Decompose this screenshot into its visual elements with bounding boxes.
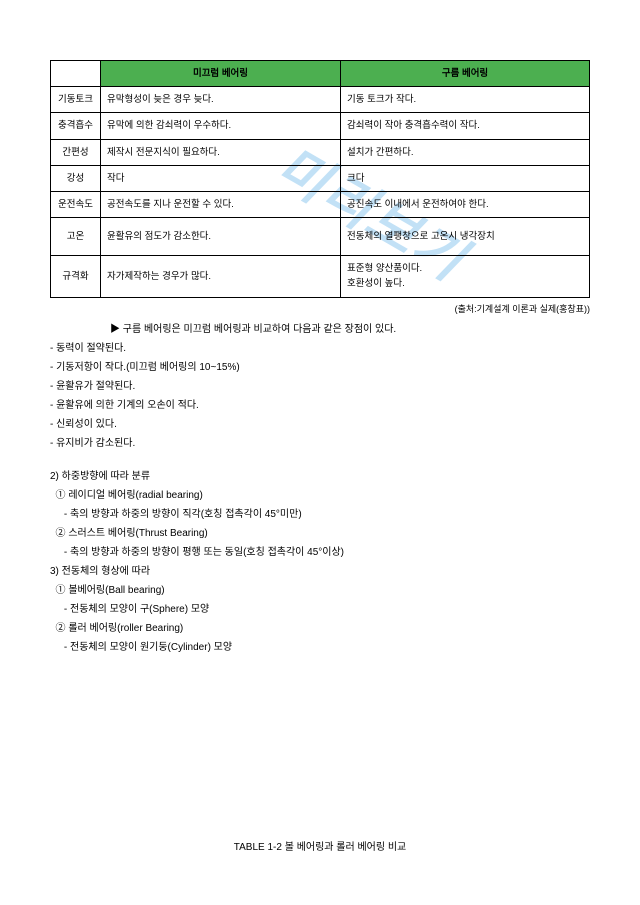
cell: 자가제작하는 경우가 많다. (101, 256, 341, 297)
section-line: ② 스러스트 베어링(Thrust Bearing) (50, 524, 590, 543)
section-line: ② 롤러 베어링(roller Bearing) (50, 619, 590, 638)
header-col-2: 구름 베어링 (341, 61, 590, 87)
body-text: ▶ 구름 베어링은 미끄럼 베어링과 비교하여 다음과 같은 장점이 있다. -… (50, 320, 590, 657)
row-label: 운전속도 (51, 191, 101, 217)
cell: 제작시 전문지식이 필요하다. (101, 139, 341, 165)
table-row: 강성 작다 크다 (51, 165, 590, 191)
cell: 공전속도를 지나 운전할 수 있다. (101, 191, 341, 217)
row-label: 간편성 (51, 139, 101, 165)
footer-caption: TABLE 1-2 볼 베어링과 롤러 베어링 비교 (0, 838, 640, 853)
row-label: 고온 (51, 218, 101, 256)
section-line: - 축의 방향과 하중의 방향이 직각(호칭 접촉각이 45°미만) (50, 505, 590, 524)
bullet-item: - 기동저항이 작다.(미끄럼 베어링의 10~15%) (50, 358, 590, 377)
table-row: 간편성 제작시 전문지식이 필요하다. 설치가 간편하다. (51, 139, 590, 165)
cell: 표준형 양산품이다. 호환성이 높다. (341, 256, 590, 297)
cell: 윤활유의 점도가 감소한다. (101, 218, 341, 256)
row-label: 강성 (51, 165, 101, 191)
cell: 감쇠력이 작아 충격흡수력이 작다. (341, 113, 590, 139)
section-line: - 전동체의 모양이 원기둥(Cylinder) 모양 (50, 638, 590, 657)
cell: 크다 (341, 165, 590, 191)
header-col-1: 미끄럼 베어링 (101, 61, 341, 87)
cell: 전동체의 열팽창으로 고온시 냉각장치 (341, 218, 590, 256)
section-line: ① 레이디얼 베어링(radial bearing) (50, 486, 590, 505)
table-header-row: 미끄럼 베어링 구름 베어링 (51, 61, 590, 87)
table-row: 고온 윤활유의 점도가 감소한다. 전동체의 열팽창으로 고온시 냉각장치 (51, 218, 590, 256)
cell: 작다 (101, 165, 341, 191)
section-head: 3) 전동체의 형상에 따라 (50, 562, 590, 581)
table-row: 기동토크 유막형성이 늦은 경우 늦다. 기동 토크가 작다. (51, 87, 590, 113)
cell: 기동 토크가 작다. (341, 87, 590, 113)
page-container: 미끄럼 베어링 구름 베어링 기동토크 유막형성이 늦은 경우 늦다. 기동 토… (0, 0, 640, 697)
bullet-item: - 신뢰성이 있다. (50, 415, 590, 434)
section-line: ① 볼베어링(Ball bearing) (50, 581, 590, 600)
cell: 유막에 의한 감쇠력이 우수하다. (101, 113, 341, 139)
comparison-table: 미끄럼 베어링 구름 베어링 기동토크 유막형성이 늦은 경우 늦다. 기동 토… (50, 60, 590, 298)
cell: 공진속도 이내에서 운전하여야 한다. (341, 191, 590, 217)
section-head: 2) 하중방향에 따라 분류 (50, 467, 590, 486)
lead-line: ▶ 구름 베어링은 미끄럼 베어링과 비교하여 다음과 같은 장점이 있다. (50, 320, 590, 339)
table-row: 충격흡수 유막에 의한 감쇠력이 우수하다. 감쇠력이 작아 충격흡수력이 작다… (51, 113, 590, 139)
table-row: 운전속도 공전속도를 지나 운전할 수 있다. 공진속도 이내에서 운전하여야 … (51, 191, 590, 217)
section-line: - 축의 방향과 하중의 방향이 평행 또는 동일(호칭 접촉각이 45°이상) (50, 543, 590, 562)
cell: 설치가 간편하다. (341, 139, 590, 165)
row-label: 충격흡수 (51, 113, 101, 139)
table-row: 규격화 자가제작하는 경우가 많다. 표준형 양산품이다. 호환성이 높다. (51, 256, 590, 297)
bullet-item: - 윤활유에 의한 기계의 오손이 적다. (50, 396, 590, 415)
bullet-item: - 동력이 절약된다. (50, 339, 590, 358)
header-empty (51, 61, 101, 87)
bullet-item: - 윤활유가 절약된다. (50, 377, 590, 396)
row-label: 규격화 (51, 256, 101, 297)
row-label: 기동토크 (51, 87, 101, 113)
source-citation: (출처:기계설계 이론과 실제(홍창표)) (50, 302, 590, 316)
cell: 유막형성이 늦은 경우 늦다. (101, 87, 341, 113)
bullet-item: - 유지비가 감소된다. (50, 434, 590, 453)
section-line: - 전동체의 모양이 구(Sphere) 모양 (50, 600, 590, 619)
